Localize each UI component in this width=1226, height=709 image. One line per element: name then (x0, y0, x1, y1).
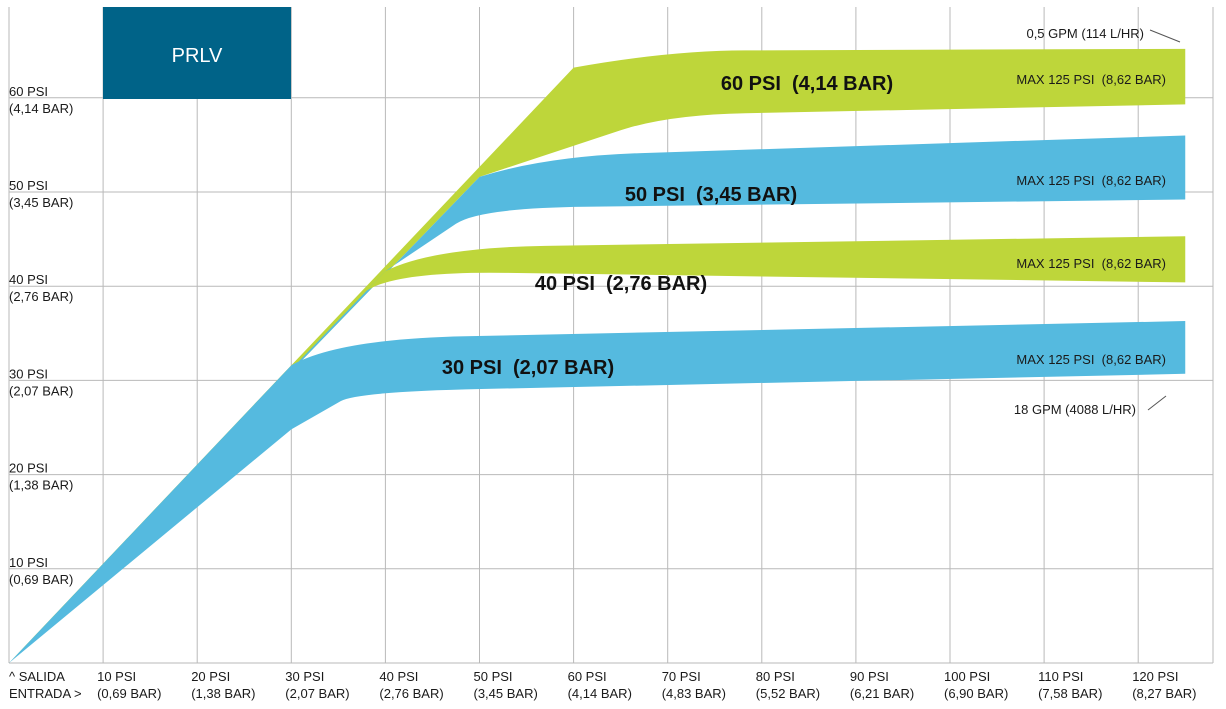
band-label-40-psi: 40 PSI (2,76 BAR) (535, 273, 707, 295)
x-tick-label: 50 PSI (474, 669, 513, 684)
x-tick-label: 20 PSI (191, 669, 230, 684)
band-40-psi (9, 236, 1186, 664)
y-axis-label: ^ SALIDA (9, 669, 65, 684)
y-tick-label: 10 PSI (9, 555, 48, 570)
y-tick-label: 60 PSI (9, 84, 48, 99)
x-tick-sublabel: (6,21 BAR) (850, 686, 914, 701)
x-tick-sublabel: (3,45 BAR) (474, 686, 538, 701)
x-tick-sublabel: (1,38 BAR) (191, 686, 255, 701)
y-tick-label: 40 PSI (9, 272, 48, 287)
x-tick-sublabel: (4,14 BAR) (568, 686, 632, 701)
flow-label-top: 0,5 GPM (114 L/HR) (1026, 26, 1144, 41)
chart-title: PRLV (172, 45, 223, 67)
title-background (103, 7, 291, 99)
x-axis-ticks: 10 PSI (0,69 BAR) 20 PSI (1,38 BAR) 30 PSI (2… (97, 669, 1196, 701)
y-tick-label: 20 PSI (9, 461, 48, 476)
band-50-psi (9, 135, 1186, 664)
band-label-30-psi: 30 PSI (2,07 BAR) (442, 357, 614, 379)
x-tick-label: 90 PSI (850, 669, 889, 684)
pressure-bands (9, 48, 1186, 664)
y-tick-label: 50 PSI (9, 178, 48, 193)
max-label-60-psi: MAX 125 PSI (8,62 BAR) (1016, 72, 1166, 87)
y-tick-sublabel: (3,45 BAR) (9, 195, 73, 210)
max-label-40-psi: MAX 125 PSI (8,62 BAR) (1016, 256, 1166, 271)
x-axis-label: ENTRADA > (9, 686, 82, 701)
title-tag: PRLV (103, 7, 291, 99)
max-labels: MAX 125 PSI (8,62 BAR) MAX 125 PSI (8,62 … (1016, 72, 1166, 367)
flow-label-bottom: 18 GPM (4088 L/HR) (1014, 402, 1136, 417)
x-tick-sublabel: (4,83 BAR) (662, 686, 726, 701)
x-tick-sublabel: (2,07 BAR) (285, 686, 349, 701)
x-tick-label: 110 PSI (1038, 669, 1083, 684)
max-label-50-psi: MAX 125 PSI (8,62 BAR) (1016, 173, 1166, 188)
x-tick-label: 120 PSI (1132, 669, 1178, 684)
y-tick-sublabel: (4,14 BAR) (9, 101, 73, 116)
x-tick-sublabel: (0,69 BAR) (97, 686, 161, 701)
band-30-psi (9, 321, 1186, 663)
band-labels: 30 PSI (2,07 BAR) 40 PSI (2,76 BAR) 50 PSI… (442, 73, 893, 379)
axis-names: ^ SALIDA ENTRADA > (9, 669, 82, 701)
flow-leader-top (1149, 29, 1181, 43)
flow-leader-bottom (1147, 395, 1167, 411)
x-tick-label: 10 PSI (97, 669, 136, 684)
y-tick-sublabel: (2,07 BAR) (9, 383, 73, 398)
y-tick-sublabel: (2,76 BAR) (9, 289, 73, 304)
band-label-50-psi: 50 PSI (3,45 BAR) (625, 184, 797, 206)
x-tick-sublabel: (6,90 BAR) (944, 686, 1008, 701)
x-tick-label: 40 PSI (379, 669, 418, 684)
x-tick-sublabel: (5,52 BAR) (756, 686, 820, 701)
max-label-30-psi: MAX 125 PSI (8,62 BAR) (1016, 352, 1166, 367)
x-tick-sublabel: (2,76 BAR) (379, 686, 443, 701)
x-tick-sublabel: (7,58 BAR) (1038, 686, 1102, 701)
y-axis-ticks: 10 PSI (0,69 BAR) 20 PSI (1,38 BAR) 30 PSI (2… (9, 84, 73, 587)
y-tick-sublabel: (1,38 BAR) (9, 478, 73, 493)
x-tick-label: 100 PSI (944, 669, 990, 684)
x-tick-label: 80 PSI (756, 669, 795, 684)
x-tick-label: 60 PSI (568, 669, 607, 684)
flow-annotations: 0,5 GPM (114 L/HR) 18 GPM (4088 L/HR) (1014, 26, 1181, 417)
y-tick-sublabel: (0,69 BAR) (9, 572, 73, 587)
x-tick-sublabel: (8,27 BAR) (1132, 686, 1196, 701)
x-tick-label: 70 PSI (662, 669, 701, 684)
band-label-60-psi: 60 PSI (4,14 BAR) (721, 73, 893, 95)
x-tick-label: 30 PSI (285, 669, 324, 684)
y-tick-label: 30 PSI (9, 366, 48, 381)
